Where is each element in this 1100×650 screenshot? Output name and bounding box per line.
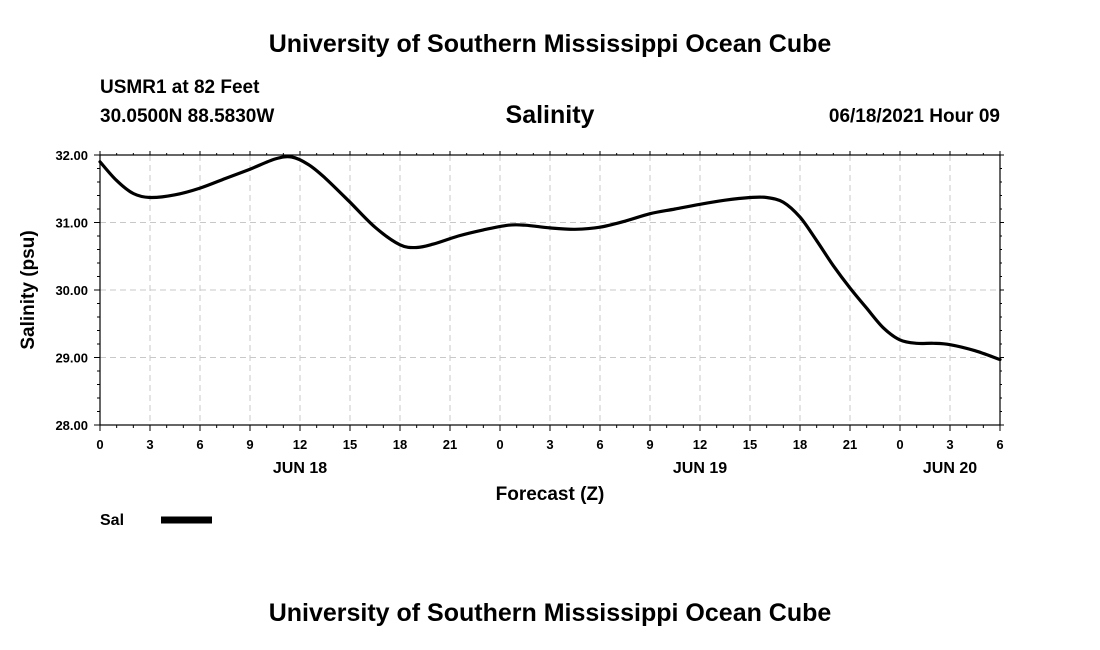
station-label: USMR1 at 82 Feet bbox=[100, 77, 260, 98]
footer-title: University of Southern Mississippi Ocean… bbox=[268, 599, 832, 627]
x-tick-label: 12 bbox=[293, 437, 307, 452]
x-tick-label: 6 bbox=[596, 437, 603, 452]
y-tick-label: 32.00 bbox=[55, 148, 88, 163]
x-tick-label: 21 bbox=[843, 437, 857, 452]
x-tick-label: 12 bbox=[693, 437, 707, 452]
x-tick-label: 9 bbox=[646, 437, 653, 452]
page-title: University of Southern Mississippi Ocean… bbox=[268, 30, 832, 58]
y-tick-label: 28.00 bbox=[55, 418, 88, 433]
x-tick-label: 6 bbox=[996, 437, 1003, 452]
x-axis-title: Forecast (Z) bbox=[496, 484, 605, 505]
date-label: JUN 20 bbox=[923, 460, 977, 477]
x-tick-label: 18 bbox=[393, 437, 407, 452]
x-tick-label: 3 bbox=[946, 437, 953, 452]
legend-label: Sal bbox=[100, 512, 124, 529]
x-tick-label: 0 bbox=[496, 437, 503, 452]
x-tick-label: 0 bbox=[96, 437, 103, 452]
axis-labels: 0 3 6 9 12 15 18 21 0 3 6 9 12 15 18 21 0 3 6 32.00 31.00 30.… bbox=[18, 148, 1004, 505]
x-tick-label: 3 bbox=[146, 437, 153, 452]
x-tick-label: 9 bbox=[246, 437, 253, 452]
y-tick-label: 31.00 bbox=[55, 216, 88, 231]
x-tick-label: 18 bbox=[793, 437, 807, 452]
forecast-datetime: 06/18/2021 Hour 09 bbox=[828, 106, 1000, 127]
plot-frame bbox=[99, 154, 1001, 426]
series-layer bbox=[98, 155, 1002, 362]
y-axis-title: Salinity (psu) bbox=[18, 230, 39, 349]
x-tick-label: 15 bbox=[343, 437, 357, 452]
x-tick-label: 15 bbox=[743, 437, 757, 452]
y-tick-label: 29.00 bbox=[55, 351, 88, 366]
x-tick-label: 21 bbox=[443, 437, 457, 452]
series-line-sal bbox=[98, 155, 1002, 362]
x-tick-label: 6 bbox=[196, 437, 203, 452]
date-label: JUN 19 bbox=[673, 460, 727, 477]
y-tick-label: 30.00 bbox=[55, 283, 88, 298]
coordinates-label: 30.0500N 88.5830W bbox=[100, 106, 275, 127]
grid-lines bbox=[100, 155, 1000, 425]
variable-title: Salinity bbox=[505, 101, 595, 129]
x-tick-label: 3 bbox=[546, 437, 553, 452]
axes bbox=[94, 151, 1004, 431]
legend: Sal bbox=[100, 512, 212, 529]
date-label: JUN 18 bbox=[273, 460, 327, 477]
x-tick-label: 0 bbox=[896, 437, 903, 452]
